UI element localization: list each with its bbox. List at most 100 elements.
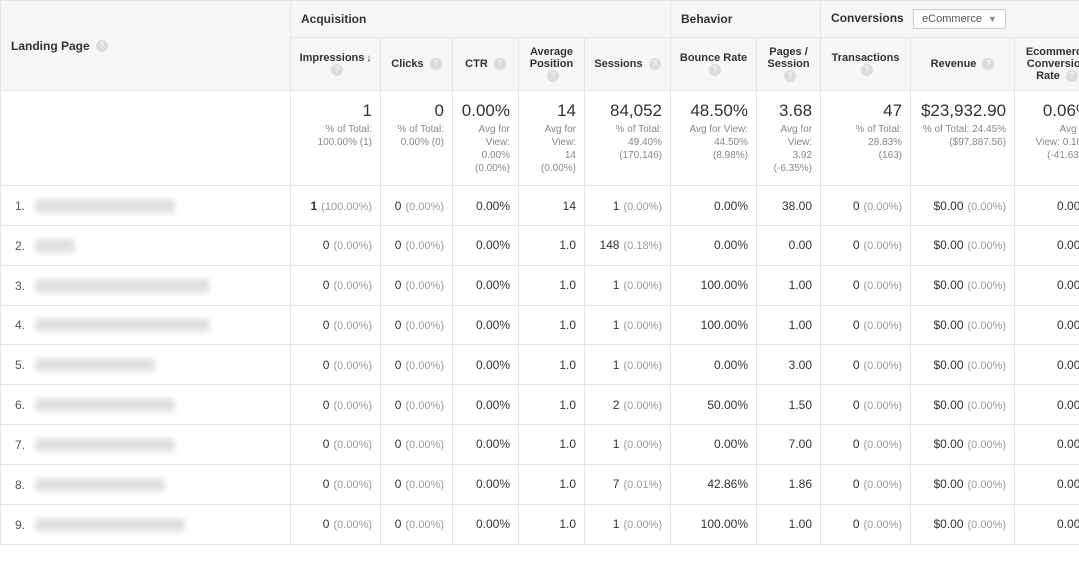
- landing-page-link[interactable]: [35, 398, 175, 412]
- help-icon[interactable]: ?: [494, 58, 506, 70]
- landing-page-header[interactable]: Landing Page ?: [1, 1, 291, 91]
- landing-page-link[interactable]: [35, 239, 75, 253]
- table-row: 3.0(0.00%)0(0.00%)0.00%1.01(0.00%)100.00…: [1, 265, 1079, 305]
- conversions-select[interactable]: eCommerce▼: [913, 9, 1006, 29]
- cell-pct: (0.00%): [623, 320, 662, 332]
- summary-sub: (-6.35%): [765, 162, 812, 175]
- help-icon[interactable]: ?: [861, 64, 873, 76]
- summary-sub: % of Total:: [593, 123, 662, 136]
- cell-pct: (0.00%): [864, 280, 903, 292]
- cell-ecr: 0.00%: [1015, 305, 1079, 345]
- cell-pct: (0.00%): [623, 360, 662, 372]
- cell-value: 1.00: [789, 318, 812, 332]
- row-number: 4.: [15, 318, 25, 332]
- cell-impressions: 0(0.00%): [291, 265, 381, 305]
- landing-page-label: Landing Page: [11, 39, 90, 53]
- help-icon[interactable]: ?: [784, 70, 796, 82]
- summary-sub: 49.40%: [593, 136, 662, 149]
- landing-page-link[interactable]: [35, 199, 175, 213]
- summary-sub: 14: [527, 149, 576, 162]
- col-header-bounce[interactable]: Bounce Rate ?: [671, 38, 757, 91]
- col-header-pages[interactable]: Pages / Session ?: [757, 38, 821, 91]
- landing-page-link[interactable]: [35, 438, 175, 452]
- summary-main: 48.50%: [679, 101, 748, 121]
- cell-value: 1.00: [789, 278, 812, 292]
- summary-main: 0: [389, 101, 444, 121]
- col-header-trans[interactable]: Transactions ?: [821, 38, 911, 91]
- cell-pct: (0.00%): [405, 479, 444, 491]
- cell-value: $0.00: [933, 318, 963, 332]
- cell-pages: 7.00: [757, 425, 821, 465]
- summary-main: 1: [299, 101, 372, 121]
- help-icon[interactable]: ?: [709, 64, 721, 76]
- summary-sub: 100.00% (1): [299, 136, 372, 149]
- cell-sessions: 1(0.00%): [585, 305, 671, 345]
- landing-cell[interactable]: 6.: [1, 385, 291, 425]
- row-number: 8.: [15, 478, 25, 492]
- cell-clicks: 0(0.00%): [381, 504, 453, 544]
- cell-pct: (0.00%): [333, 240, 372, 252]
- landing-page-link[interactable]: [35, 518, 185, 532]
- col-header-revenue[interactable]: Revenue ?: [911, 38, 1015, 91]
- summary-sub: (163): [829, 149, 902, 162]
- landing-cell[interactable]: 5.: [1, 345, 291, 385]
- col-header-avgpos[interactable]: Average Position ?: [519, 38, 585, 91]
- col-header-sessions[interactable]: Sessions ?: [585, 38, 671, 91]
- help-icon[interactable]: ?: [982, 58, 994, 70]
- landing-cell[interactable]: 3.: [1, 265, 291, 305]
- cell-ctr: 0.00%: [453, 265, 519, 305]
- cell-clicks: 0(0.00%): [381, 345, 453, 385]
- cell-value: 0: [853, 318, 860, 332]
- row-number: 6.: [15, 398, 25, 412]
- cell-pages: 0.00: [757, 225, 821, 265]
- col-header-impressions[interactable]: Impressions↓ ?: [291, 38, 381, 91]
- cell-pct: (0.00%): [864, 439, 903, 451]
- cell-pages: 1.00: [757, 504, 821, 544]
- cell-impressions: 0(0.00%): [291, 305, 381, 345]
- landing-cell[interactable]: 1.: [1, 186, 291, 226]
- col-label: Impressions: [300, 52, 365, 64]
- cell-value: 0: [323, 437, 330, 451]
- cell-pages: 3.00: [757, 345, 821, 385]
- summary-trans: 47% of Total:28.83%(163): [821, 91, 911, 186]
- landing-page-link[interactable]: [35, 358, 155, 372]
- landing-cell[interactable]: 7.: [1, 425, 291, 465]
- landing-page-link[interactable]: [35, 478, 165, 492]
- landing-cell[interactable]: 4.: [1, 305, 291, 345]
- cell-value: 0: [395, 358, 402, 372]
- landing-page-link[interactable]: [35, 318, 210, 332]
- help-icon[interactable]: ?: [331, 64, 343, 76]
- cell-sessions: 1(0.00%): [585, 186, 671, 226]
- cell-clicks: 0(0.00%): [381, 464, 453, 504]
- cell-clicks: 0(0.00%): [381, 225, 453, 265]
- cell-pages: 1.50: [757, 385, 821, 425]
- cell-value: 0.00%: [1057, 278, 1079, 292]
- cell-value: 0: [395, 437, 402, 451]
- col-header-clicks[interactable]: Clicks ?: [381, 38, 453, 91]
- cell-pages: 38.00: [757, 186, 821, 226]
- cell-avgpos: 1.0: [519, 425, 585, 465]
- cell-pct: (0.00%): [864, 201, 903, 213]
- cell-impressions: 0(0.00%): [291, 385, 381, 425]
- help-icon[interactable]: ?: [649, 58, 661, 70]
- landing-cell[interactable]: 9.: [1, 504, 291, 544]
- landing-cell[interactable]: 8.: [1, 464, 291, 504]
- cell-value: 0.00%: [476, 517, 510, 531]
- cell-avgpos: 1.0: [519, 225, 585, 265]
- cell-value: 0.00%: [1057, 477, 1079, 491]
- help-icon[interactable]: ?: [96, 40, 108, 52]
- summary-avgpos: 14Avg forView:14(0.00%): [519, 91, 585, 186]
- cell-sessions: 1(0.00%): [585, 425, 671, 465]
- col-header-ctr[interactable]: CTR ?: [453, 38, 519, 91]
- cell-trans: 0(0.00%): [821, 305, 911, 345]
- cell-pct: (0.00%): [623, 519, 662, 531]
- help-icon[interactable]: ?: [1066, 70, 1078, 82]
- col-header-ecr[interactable]: Ecommerce Conversion Rate ?: [1015, 38, 1079, 91]
- landing-cell[interactable]: 2.: [1, 225, 291, 265]
- help-icon[interactable]: ?: [430, 58, 442, 70]
- cell-avgpos: 1.0: [519, 464, 585, 504]
- landing-page-link[interactable]: [35, 279, 210, 293]
- help-icon[interactable]: ?: [547, 70, 559, 82]
- summary-sub: 0.00%: [461, 149, 510, 162]
- row-number: 9.: [15, 518, 25, 532]
